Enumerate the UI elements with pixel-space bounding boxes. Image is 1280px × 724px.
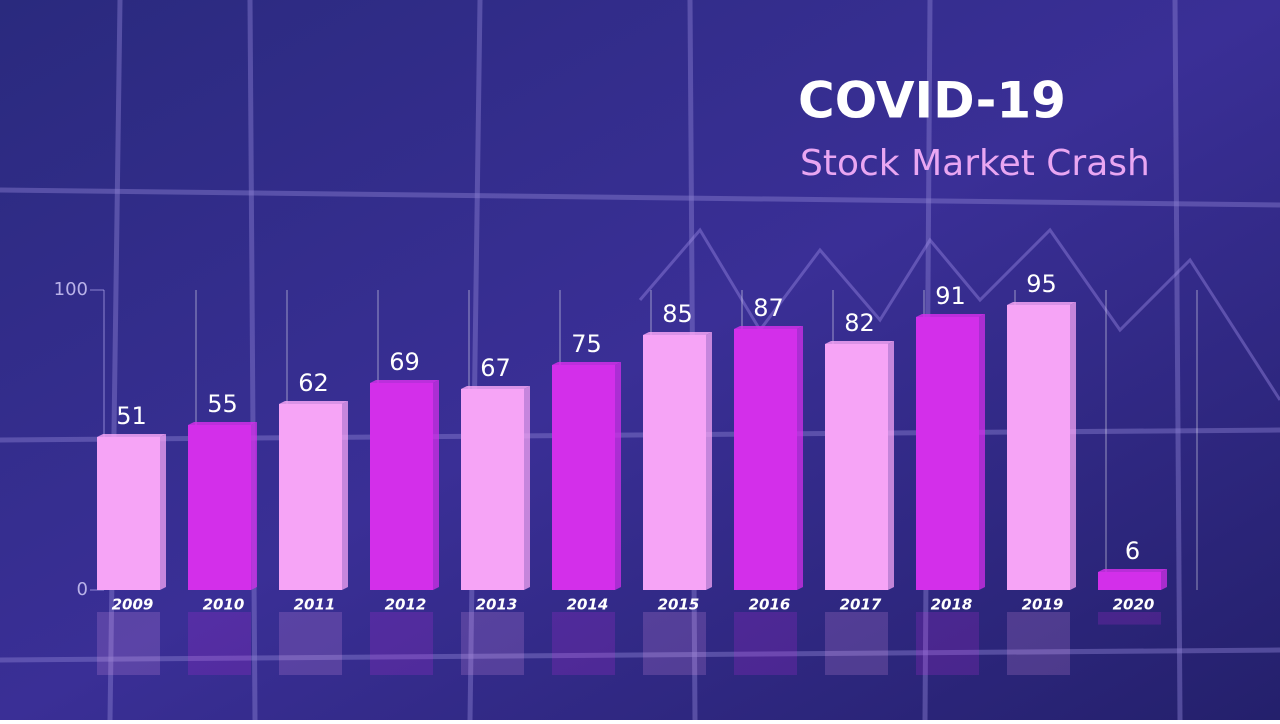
y-tick-label: 100	[54, 279, 88, 300]
x-tick-label: 2013	[476, 596, 518, 614]
bar	[97, 437, 160, 590]
bar-top	[825, 341, 894, 344]
bar-top	[734, 326, 803, 329]
x-tick-label: 2014	[567, 596, 609, 614]
bar-reflection	[552, 612, 615, 675]
bar-reflection	[370, 612, 433, 675]
value-label: 62	[298, 369, 329, 397]
chart-subtitle: Stock Market Crash	[800, 143, 1150, 184]
bar-reflection	[916, 612, 979, 675]
bar-top	[1098, 569, 1167, 572]
bar	[916, 317, 979, 590]
value-label: 82	[844, 309, 875, 337]
bar-top	[461, 386, 530, 389]
y-tick-label: 0	[77, 579, 88, 600]
x-tick-label: 2018	[931, 596, 973, 614]
bar-side	[979, 314, 985, 590]
x-tick-label: 2012	[385, 596, 427, 614]
value-label: 85	[662, 300, 693, 328]
bar-reflection	[97, 612, 160, 675]
bar-top	[643, 332, 712, 335]
bar-side	[1070, 302, 1076, 590]
value-label: 75	[571, 330, 602, 358]
bar-top	[370, 380, 439, 383]
background-line	[638, 227, 1280, 401]
bar-side	[706, 332, 712, 590]
bar-top	[188, 422, 257, 425]
x-tick-label: 2015	[658, 596, 700, 614]
value-label: 51	[116, 402, 147, 430]
bar	[370, 383, 433, 590]
chart-title: COVID-19	[798, 72, 1066, 130]
bar	[461, 389, 524, 590]
bar-side	[342, 401, 348, 590]
bar-side	[433, 380, 439, 590]
bar-side	[251, 422, 257, 590]
bar-reflection	[1098, 612, 1161, 625]
bar	[825, 344, 888, 590]
bar	[188, 425, 251, 590]
x-tick-label: 2011	[294, 596, 336, 614]
bar	[643, 335, 706, 590]
bar-reflection	[825, 612, 888, 675]
bar-reflection	[643, 612, 706, 675]
bar-top	[97, 434, 166, 437]
bar	[279, 404, 342, 590]
bar-reflection	[734, 612, 797, 675]
bar	[552, 365, 615, 590]
value-label: 87	[753, 294, 784, 322]
bar-side	[615, 362, 621, 590]
x-tick-label: 2017	[840, 596, 882, 614]
value-label: 67	[480, 354, 511, 382]
value-label: 6	[1125, 537, 1140, 565]
value-label: 69	[389, 348, 420, 376]
x-tick-label: 2020	[1113, 596, 1155, 614]
bar	[1007, 305, 1070, 590]
bar-top	[552, 362, 621, 365]
bar-top	[916, 314, 985, 317]
bar-top	[1007, 302, 1076, 305]
bar	[1098, 572, 1161, 590]
bar-side	[797, 326, 803, 590]
x-tick-label: 2010	[203, 596, 245, 614]
bar-side	[160, 434, 166, 590]
bar	[734, 329, 797, 590]
bar-top	[279, 401, 348, 404]
bar-reflection	[188, 612, 251, 675]
bar-reflection	[1007, 612, 1070, 675]
x-tick-label: 2019	[1022, 596, 1064, 614]
x-tick-label: 2016	[749, 596, 791, 614]
x-tick-label: 2009	[112, 596, 154, 614]
bar-side	[524, 386, 530, 590]
bar-side	[888, 341, 894, 590]
bar-reflection	[461, 612, 524, 675]
bar-reflection	[279, 612, 342, 675]
bar-side	[1161, 569, 1167, 590]
value-label: 95	[1026, 270, 1057, 298]
value-label: 91	[935, 282, 966, 310]
value-label: 55	[207, 390, 238, 418]
